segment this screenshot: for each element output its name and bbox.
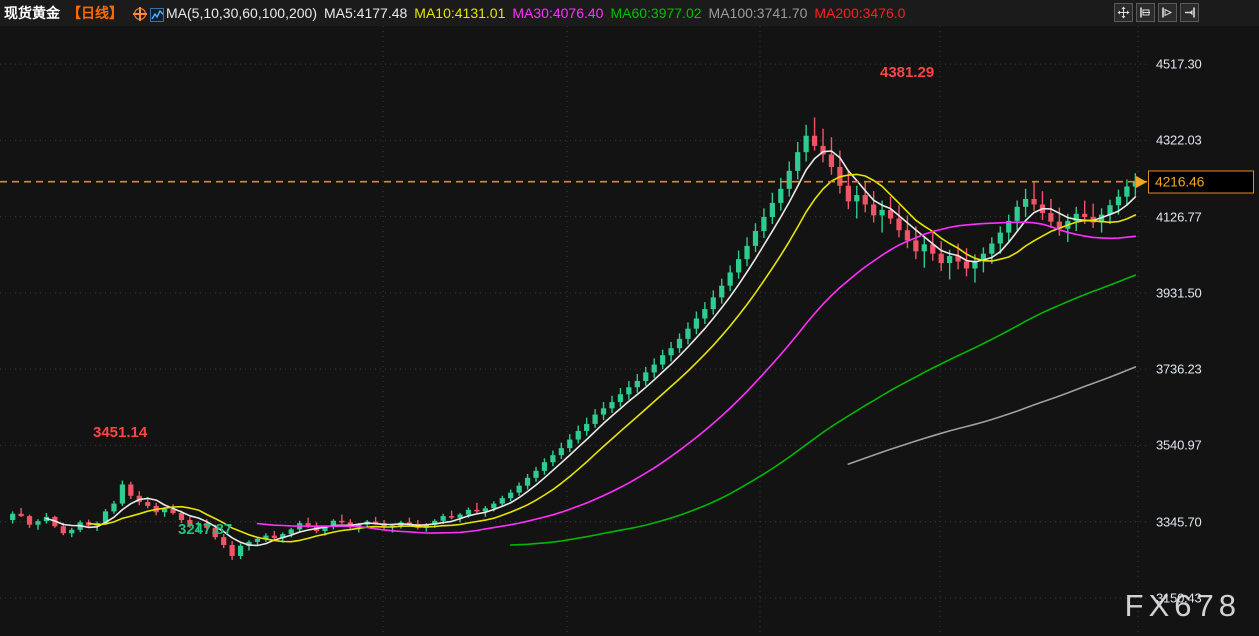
local-high-annotation: 3451.14 — [93, 424, 148, 441]
ma200-value: MA200:3476.0 — [814, 5, 906, 21]
ma5-value: MA5:4177.48 — [324, 5, 408, 21]
price-tick-label: 4322.03 — [1156, 132, 1202, 148]
price-tick-label: 3540.97 — [1156, 437, 1202, 453]
local-low-annotation: 3247.87 — [178, 521, 233, 538]
ma10-value: MA10:4131.01 — [414, 5, 506, 21]
price-tick-label: 4126.77 — [1156, 209, 1202, 225]
current-price-arrow — [1136, 175, 1147, 188]
price-axis[interactable]: 4216.46 4517.30 4322.03 4126.77 3931.50 3736… — [1136, 26, 1259, 636]
ma30-value: MA30:4076.40 — [512, 5, 604, 21]
period-label: 【日线】 — [67, 5, 123, 21]
chart-header: 现货黄金 【日线】 MA(5,10,30,60,100,200) MA5:417… — [0, 0, 1259, 26]
price-tick-label: 3345.70 — [1156, 514, 1202, 530]
align-left-icon[interactable] — [1136, 3, 1155, 22]
chart-toolbar — [1114, 3, 1199, 22]
candlestick-canvas — [0, 26, 1148, 636]
price-tick-label: 3150.43 — [1156, 590, 1202, 606]
price-tick-label: 3931.50 — [1156, 285, 1202, 301]
price-tick-label: 4517.30 — [1156, 56, 1202, 72]
chart-plot-area[interactable]: 4381.29 3451.14 3247.87 — [0, 26, 1148, 636]
align-right-icon[interactable] — [1180, 3, 1199, 22]
ma-params-label: MA(5,10,30,60,100,200) — [166, 5, 317, 21]
move-icon[interactable] — [1114, 3, 1133, 22]
watermark: FX678 — [1124, 588, 1241, 623]
align-center-icon[interactable] — [1158, 3, 1177, 22]
ma60-value: MA60:3977.02 — [610, 5, 702, 21]
price-tick-label: 3736.23 — [1156, 361, 1202, 377]
indicator-chart-icon[interactable] — [150, 8, 164, 22]
ma100-value: MA100:3741.70 — [708, 5, 808, 21]
symbol-label: 现货黄金 — [4, 5, 60, 21]
high-annotation: 4381.29 — [880, 64, 935, 81]
crosshair-icon[interactable] — [133, 7, 147, 21]
current-price-badge: 4216.46 — [1148, 170, 1254, 194]
